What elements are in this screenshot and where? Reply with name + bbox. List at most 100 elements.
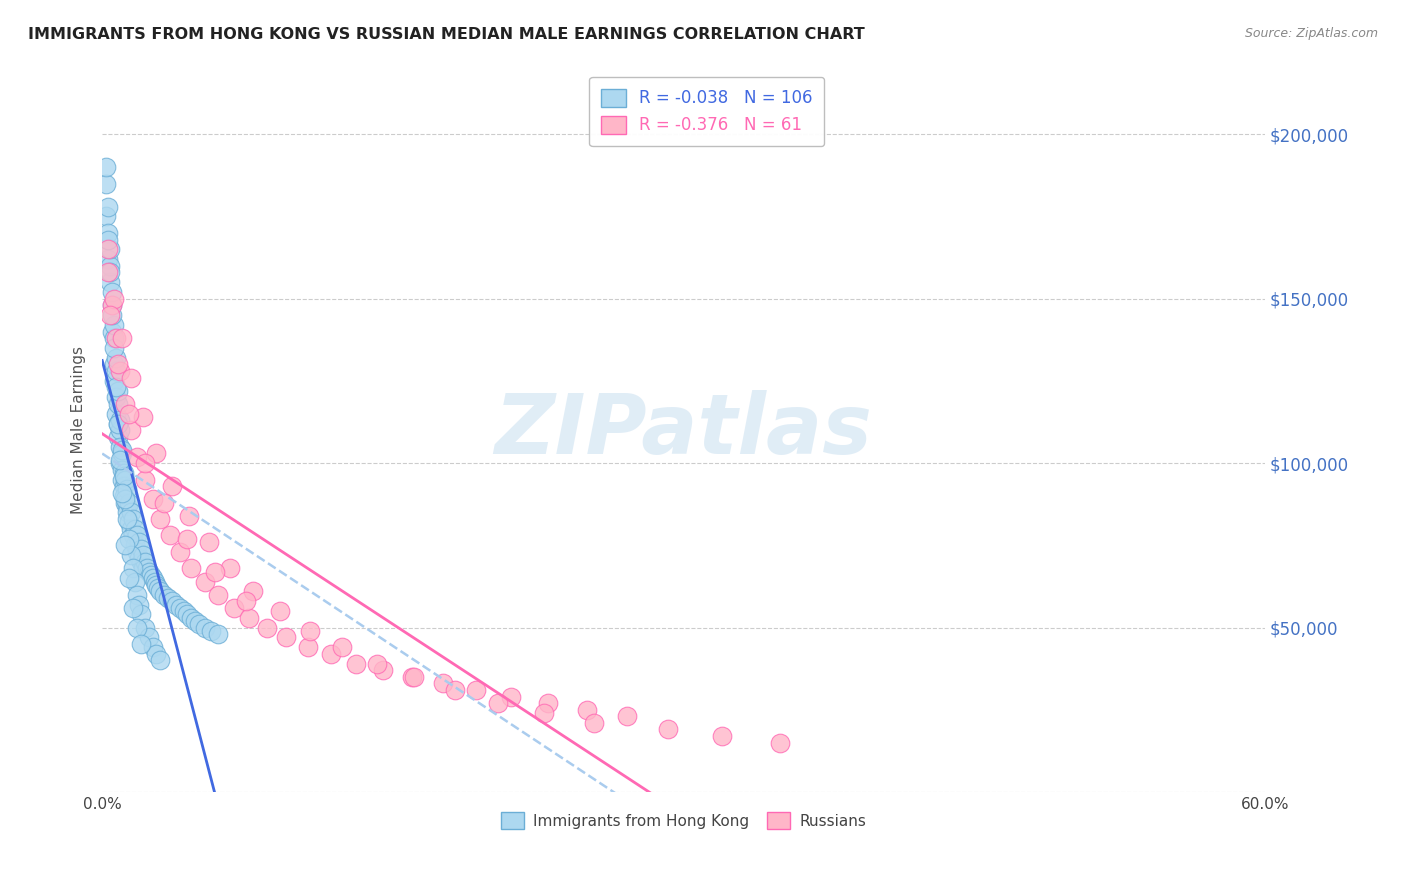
Point [499, 690, 522, 704]
Point [298, 624, 321, 638]
Point [97, 265, 120, 279]
Point [124, 538, 146, 552]
Point [110, 446, 132, 460]
Point [142, 492, 165, 507]
Point [124, 574, 146, 589]
Point [101, 298, 124, 312]
Point [107, 397, 129, 411]
Point [114, 397, 136, 411]
Point [142, 640, 165, 655]
Point [108, 364, 131, 378]
Point [101, 285, 124, 299]
Point [235, 594, 257, 608]
Point [575, 703, 598, 717]
Point [117, 499, 139, 513]
Point [122, 528, 145, 542]
Point [153, 495, 176, 509]
Point [107, 384, 129, 398]
Point [114, 495, 136, 509]
Point [128, 535, 150, 549]
Point [769, 736, 792, 750]
Point [135, 561, 157, 575]
Point [118, 495, 141, 509]
Point [148, 581, 170, 595]
Point [537, 696, 560, 710]
Point [465, 683, 488, 698]
Point [107, 430, 129, 444]
Point [157, 591, 180, 605]
Point [127, 621, 149, 635]
Point [128, 551, 150, 566]
Point [169, 545, 191, 559]
Point [583, 715, 606, 730]
Point [122, 512, 145, 526]
Point [108, 413, 131, 427]
Point [269, 604, 291, 618]
Point [118, 571, 141, 585]
Point [122, 600, 145, 615]
Point [112, 489, 135, 503]
Point [112, 479, 135, 493]
Point [444, 683, 467, 698]
Point [145, 578, 167, 592]
Point [103, 358, 125, 372]
Point [97, 252, 120, 267]
Point [138, 565, 160, 579]
Point [344, 657, 367, 671]
Point [120, 548, 142, 562]
Point [118, 516, 141, 530]
Point [145, 647, 167, 661]
Point [711, 729, 734, 743]
Point [238, 610, 260, 624]
Point [97, 200, 120, 214]
Point [176, 607, 198, 622]
Point [242, 584, 264, 599]
Point [129, 555, 152, 569]
Point [104, 390, 127, 404]
Point [486, 696, 509, 710]
Point [142, 571, 165, 585]
Point [297, 640, 319, 655]
Point [108, 453, 131, 467]
Point [432, 676, 454, 690]
Point [134, 473, 156, 487]
Point [97, 233, 120, 247]
Point [108, 423, 131, 437]
Point [104, 331, 127, 345]
Point [103, 331, 125, 345]
Point [107, 417, 129, 431]
Text: ZIPatlas: ZIPatlas [495, 390, 873, 471]
Point [129, 637, 152, 651]
Point [149, 512, 172, 526]
Point [159, 528, 181, 542]
Point [194, 574, 217, 589]
Point [110, 473, 132, 487]
Y-axis label: Median Male Earnings: Median Male Earnings [72, 346, 86, 515]
Point [132, 410, 155, 425]
Point [120, 505, 142, 519]
Point [104, 351, 127, 365]
Point [533, 706, 555, 720]
Point [114, 492, 136, 507]
Point [149, 584, 172, 599]
Point [103, 341, 125, 355]
Point [94, 160, 117, 174]
Point [112, 469, 135, 483]
Point [184, 614, 207, 628]
Point [94, 177, 117, 191]
Point [101, 298, 124, 312]
Point [134, 621, 156, 635]
Point [110, 463, 132, 477]
Point [127, 450, 149, 464]
Point [160, 594, 183, 608]
Point [180, 561, 202, 575]
Point [103, 318, 125, 332]
Point [165, 598, 187, 612]
Legend: Immigrants from Hong Kong, Russians: Immigrants from Hong Kong, Russians [495, 806, 872, 835]
Point [98, 243, 121, 257]
Point [173, 604, 195, 618]
Point [103, 292, 125, 306]
Point [134, 456, 156, 470]
Point [94, 210, 117, 224]
Point [114, 473, 136, 487]
